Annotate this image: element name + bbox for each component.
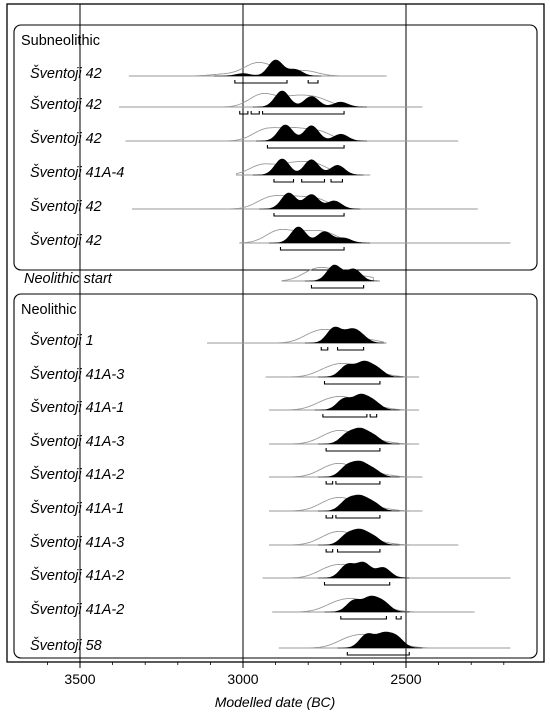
row-posterior-3	[252, 158, 364, 176]
row-prior-10	[269, 429, 419, 445]
row-11: Šventoji 41A-2	[30, 460, 423, 485]
row-label-0: Šventoji 42	[30, 65, 102, 82]
row-label-15: Šventoji 41A-2	[30, 601, 124, 618]
row-hpd-4-0	[273, 213, 345, 217]
row-hpd-15-0	[340, 616, 387, 620]
row-label-13: Šventoji 41A-3	[30, 534, 124, 551]
x-axis: 3500 3000 2500 Modelled date (BC)	[47, 662, 505, 710]
row-posterior-11	[318, 460, 400, 478]
row-posterior-15	[324, 595, 410, 613]
row-label-7: Šventoji 1	[30, 332, 94, 349]
row-4: Šventoji 42	[30, 192, 478, 217]
group-box-0	[13, 24, 538, 271]
row-hpd-13-0	[325, 549, 334, 553]
group-label-1: Neolithic	[21, 302, 77, 318]
row-14: Šventoji 41A-2	[30, 561, 511, 586]
row-hpd-3-1	[301, 179, 326, 183]
xtick-label-3500: 3500	[64, 671, 95, 687]
row-posterior-13	[318, 528, 400, 546]
row-hpd-1-2	[262, 111, 345, 115]
row-15: Šventoji 41A-2	[30, 595, 475, 620]
row-13: Šventoji 41A-3	[30, 528, 459, 553]
row-hpd-3-0	[273, 179, 295, 183]
row-label-2: Šventoji 42	[30, 130, 102, 147]
row-9: Šventoji 41A-1	[30, 393, 420, 418]
row-hpd-3-2	[330, 179, 343, 183]
row-hpd-7-1	[336, 347, 365, 351]
row-12: Šventoji 41A-1	[30, 494, 423, 519]
group-box-1	[13, 293, 538, 659]
row-prior-2	[125, 126, 459, 142]
row-posterior-14	[318, 561, 410, 579]
row-label-3: Šventoji 41A-4	[30, 164, 124, 181]
row-posterior-0	[213, 59, 322, 77]
row-8: Šventoji 41A-3	[30, 360, 420, 385]
x-axis-title: Modelled date (BC)	[215, 694, 336, 710]
row-hpd-0-1	[307, 80, 319, 84]
row-prior-0	[128, 61, 387, 77]
row-label-16: Šventoji 58	[30, 637, 102, 654]
row-posterior-16	[337, 631, 423, 649]
row-label-14: Šventoji 41A-2	[30, 567, 124, 584]
row-label-11: Šventoji 41A-2	[30, 466, 124, 483]
row-hpd-1-1	[250, 111, 260, 115]
row-label-8: Šventoji 41A-3	[30, 366, 124, 383]
row-hpd-9-0	[322, 414, 368, 418]
xtick-label-3000: 3000	[227, 671, 258, 687]
row-posterior-6	[304, 264, 380, 282]
row-posterior-10	[318, 427, 400, 445]
row-label-10: Šventoji 41A-3	[30, 433, 124, 450]
row-hpd-12-0	[325, 515, 334, 519]
row-hpd-9-1	[369, 414, 378, 418]
row-hpd-15-1	[395, 616, 402, 620]
row-hpd-6-0	[310, 285, 365, 289]
row-hpd-5-0	[279, 247, 345, 251]
row-hpd-0-0	[234, 80, 288, 84]
row-prior-8	[265, 362, 419, 378]
row-prior-1	[119, 92, 423, 108]
row-1: Šventoji 42	[30, 90, 423, 115]
group-label-0: Subneolithic	[21, 33, 100, 49]
row-hpd-12-1	[335, 515, 381, 519]
row-16: Šventoji 58	[30, 631, 511, 656]
xtick-label-2500: 2500	[390, 671, 421, 687]
row-prior-9	[269, 395, 419, 411]
row-label-5: Šventoji 42	[30, 232, 102, 249]
row-hpd-8-0	[323, 381, 381, 385]
row-posterior-4	[259, 192, 361, 210]
row-2: Šventoji 42	[30, 124, 459, 149]
row-hpd-2-0	[266, 145, 345, 149]
row-posterior-1	[252, 90, 367, 108]
row-posterior-12	[318, 494, 400, 512]
row-hpd-14-0	[323, 582, 391, 586]
row-0: Šventoji 42	[30, 59, 387, 84]
row-label-4: Šventoji 42	[30, 198, 102, 215]
row-7: Šventoji 1	[30, 326, 387, 351]
row-5: Šventoji 42	[30, 226, 511, 251]
row-label-9: Šventoji 41A-1	[30, 399, 124, 416]
row-prior-4	[132, 194, 478, 210]
row-label-12: Šventoji 41A-1	[30, 500, 124, 517]
row-posterior-5	[269, 226, 371, 244]
row-label-1: Šventoji 42	[30, 96, 102, 113]
rows: Šventoji 42 Šventoji 42 Šventoji 42 Šventoj…	[24, 59, 511, 656]
row-posterior-9	[314, 393, 400, 411]
row-hpd-1-0	[239, 111, 249, 115]
row-hpd-11-1	[335, 481, 381, 485]
group-boxes: Subneolithic Neolithic	[13, 24, 538, 659]
row-6: Neolithic start	[24, 264, 380, 289]
row-posterior-8	[318, 360, 403, 378]
row-10: Šventoji 41A-3	[30, 427, 420, 452]
row-hpd-11-0	[325, 481, 334, 485]
row-3: Šventoji 41A-4	[30, 158, 371, 183]
row-label-6: Neolithic start	[24, 271, 113, 287]
row-hpd-13-1	[336, 549, 381, 553]
row-posterior-2	[256, 124, 367, 142]
row-hpd-10-0	[325, 448, 381, 452]
row-hpd-16-0	[346, 652, 410, 656]
row-posterior-7	[304, 326, 387, 344]
row-hpd-7-0	[320, 347, 329, 351]
row-prior-5	[239, 228, 511, 244]
